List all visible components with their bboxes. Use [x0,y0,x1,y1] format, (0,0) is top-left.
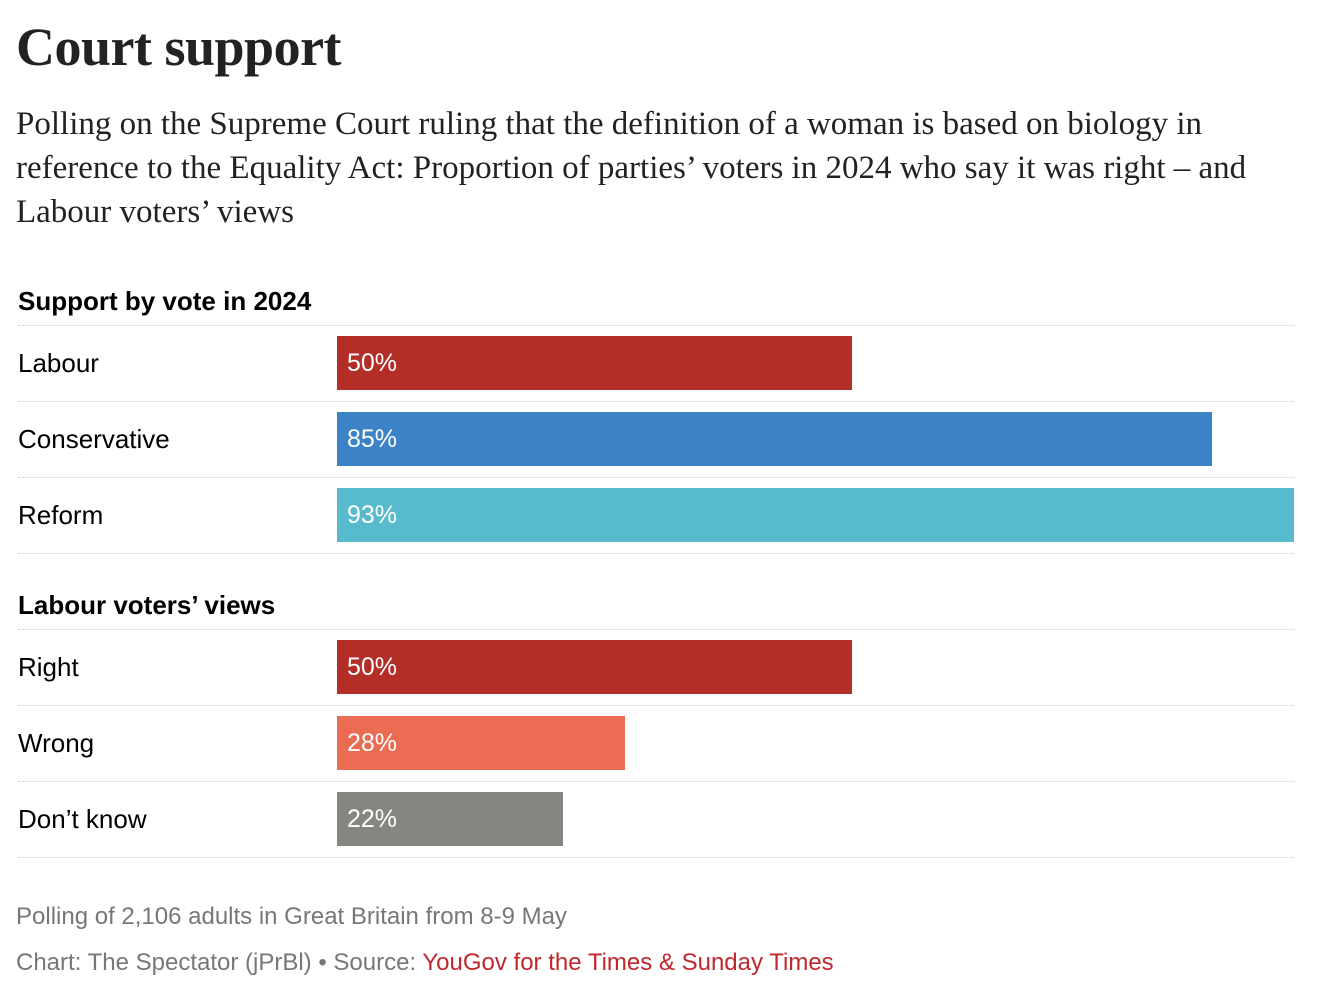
value-label: 93% [347,501,398,529]
credit-text: Chart: The Spectator (jPrBl) • Source: [16,949,423,976]
value-label: 50% [347,653,398,681]
bar: 50% [337,336,852,390]
source-link[interactable]: YouGov for the Times & Sunday Times [422,949,834,976]
chart-title: Court support [16,17,342,77]
section-labour-views: Labour voters’ views Right 50% Wrong 28% Don’… [18,592,1294,858]
category-label: Labour [18,348,99,378]
bar: 85% [337,412,1212,466]
bar-row: Don’t know 22% [18,781,1294,858]
value-label: 28% [347,729,398,757]
footer-note: Polling of 2,106 adults in Great Britain… [16,903,567,930]
bar: 93% [337,488,1294,542]
footer-credit: Chart: The Spectator (jPrBl) • Source: Y… [16,949,834,977]
bar-row: Reform 93% [18,477,1294,554]
value-label: 50% [347,349,398,377]
category-label: Conservative [18,424,170,454]
bar: 50% [337,640,852,694]
category-label: Don’t know [18,804,147,834]
section-title: Labour voters’ views [18,590,276,620]
category-label: Reform [18,500,104,530]
bar-row: Wrong 28% [18,705,1294,781]
bar-row: Labour 50% [18,325,1294,401]
section-support-by-vote: Support by vote in 2024 Labour 50% Conserva… [18,288,1294,554]
category-label: Wrong [18,728,95,758]
value-label: 22% [347,805,398,833]
value-label: 85% [347,425,398,453]
section-title: Support by vote in 2024 [18,286,312,316]
bar-row: Conservative 85% [18,401,1294,477]
category-label: Right [18,652,79,682]
bar: 22% [337,792,564,846]
bar-row: Right 50% [18,629,1294,705]
chart-subtitle: Polling on the Supreme Court ruling that… [16,106,1247,230]
bar: 28% [337,716,626,770]
